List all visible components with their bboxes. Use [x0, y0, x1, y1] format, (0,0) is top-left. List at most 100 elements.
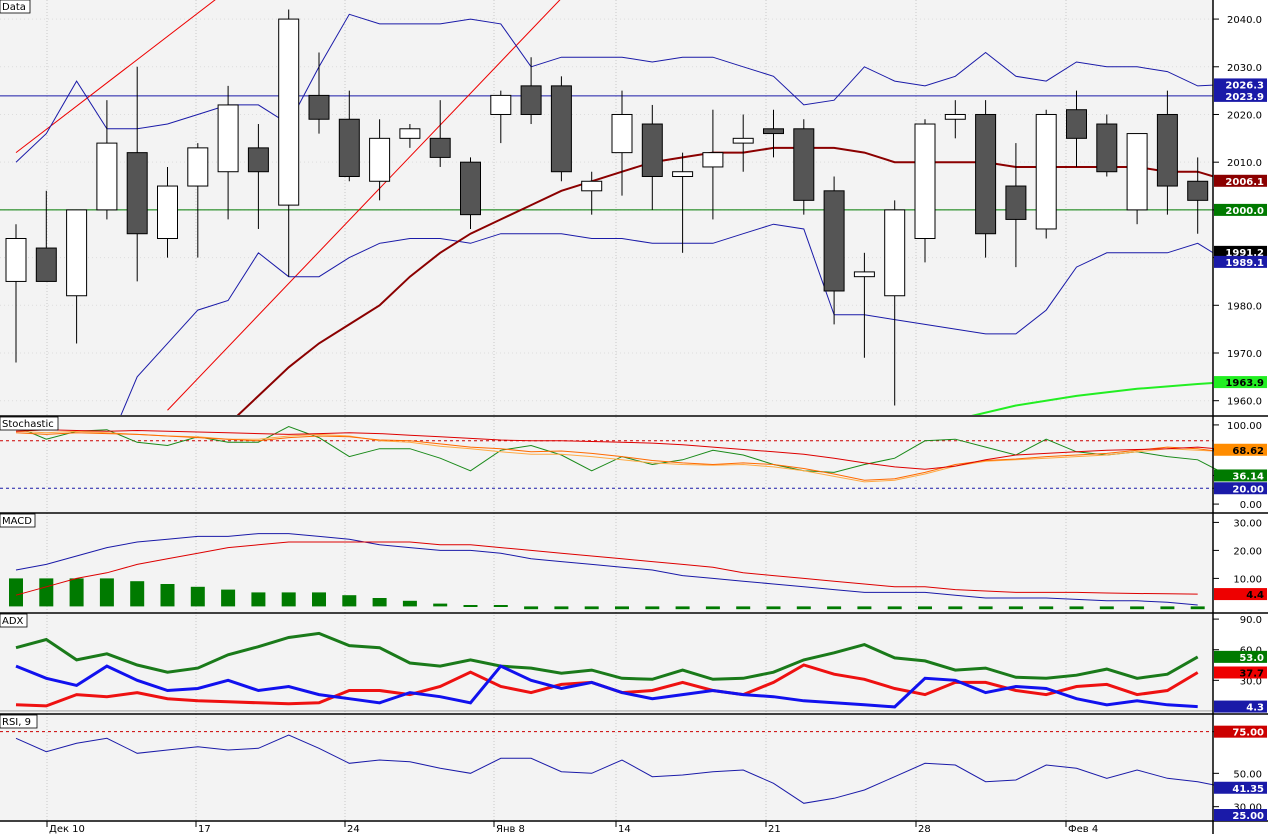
price-panel-bg[interactable]	[0, 0, 1213, 415]
panel-title-adx: ADX	[2, 616, 24, 627]
candle	[490, 90, 512, 144]
macd-panel-bg[interactable]	[0, 514, 1213, 612]
candle	[217, 85, 239, 220]
axis-tick-label: 50.00	[1233, 769, 1262, 780]
candle-body	[460, 161, 481, 216]
candle-body	[793, 128, 815, 201]
value-marker-label: 37.7	[1239, 668, 1264, 679]
value-marker: 1963.9	[1214, 376, 1267, 389]
macd-histogram-bar	[584, 606, 599, 610]
candle	[1156, 90, 1178, 215]
candle	[975, 100, 997, 258]
value-marker-label: 1963.9	[1225, 378, 1264, 389]
time-tick-label: 17	[198, 824, 211, 834]
candle	[793, 119, 815, 215]
candle-body	[914, 123, 936, 240]
candle-body	[278, 18, 300, 206]
stochastic-panel-bg[interactable]	[0, 417, 1213, 512]
macd-histogram-bar	[1160, 606, 1175, 610]
macd-histogram-bar	[130, 581, 145, 607]
macd-histogram-bar	[312, 592, 326, 607]
candle-body	[823, 190, 845, 292]
macd-histogram-bar	[1039, 606, 1054, 610]
panel-titles: Data Stochastic MACD ADX RSI, 9	[0, 0, 59, 729]
value-marker-box	[1214, 89, 1267, 102]
value-marker-box	[1214, 203, 1267, 216]
candle	[157, 166, 178, 258]
time-tick-label: 21	[768, 824, 781, 834]
value-marker-box	[1214, 482, 1267, 495]
candle	[520, 57, 542, 125]
macd-histogram-bar	[99, 578, 114, 607]
value-marker-label: 68.62	[1232, 446, 1264, 457]
value-marker: 37.7	[1214, 666, 1267, 679]
macd-histogram-bar	[493, 605, 508, 607]
macd-histogram-bar	[190, 586, 205, 607]
axis-tick-label: 2030.0	[1227, 63, 1262, 74]
candle-body	[1096, 123, 1118, 173]
candle-body	[399, 128, 421, 139]
axis-tick-label: 2020.0	[1227, 110, 1262, 121]
value-marker: 20.00	[1214, 482, 1267, 495]
macd-histogram-bar	[675, 606, 690, 610]
value-marker-box	[1214, 809, 1267, 821]
macd-histogram-bar	[342, 595, 357, 607]
candle-body	[96, 142, 118, 211]
macd-histogram-bar	[69, 578, 84, 607]
candle-body	[581, 180, 603, 192]
candle	[702, 109, 724, 220]
macd-histogram-bar	[9, 578, 23, 607]
value-marker: 2026.3	[1214, 78, 1267, 91]
value-marker: 53.0	[1214, 650, 1267, 664]
value-marker-label: 2006.1	[1225, 177, 1264, 188]
macd-histogram-bar	[281, 592, 296, 607]
candle-body	[611, 113, 633, 154]
value-marker: 1989.1	[1214, 255, 1267, 269]
candle	[1005, 143, 1027, 268]
time-tick-label: 14	[618, 824, 631, 834]
value-axes: 2040.02030.02020.02010.02000.01990.01980…	[1213, 15, 1262, 814]
price-series	[0, 0, 1213, 415]
value-marker-box	[1214, 700, 1267, 713]
panel-title-data: Data	[2, 2, 26, 13]
macd-histogram-bar	[1190, 606, 1205, 610]
macd-histogram-bar	[827, 606, 842, 610]
macd-histogram-bar	[221, 589, 236, 607]
axis-tick-label: 100.00	[1227, 421, 1262, 432]
macd-histogram-bar	[978, 606, 993, 610]
axis-tick-label: 20.00	[1233, 546, 1262, 557]
value-marker-box	[1214, 78, 1267, 91]
candle-body	[1126, 133, 1148, 211]
candle	[1066, 90, 1087, 167]
value-marker-label: 4.3	[1246, 703, 1264, 714]
candle	[944, 100, 966, 139]
candle-body	[1035, 113, 1057, 230]
time-tick-label: Дек 10	[49, 824, 85, 834]
value-marker-label: 2026.3	[1225, 80, 1264, 91]
time-tick-label: 24	[347, 824, 360, 834]
long-ma-line	[971, 382, 1213, 415]
candle	[823, 176, 845, 325]
time-tick-label: Фев 4	[1068, 824, 1098, 834]
value-marker: 4.3	[1214, 700, 1267, 714]
candle-body	[66, 209, 88, 297]
axis-tick-label: 30.00	[1233, 803, 1262, 814]
candle	[126, 66, 148, 282]
value-marker-box	[1214, 376, 1267, 389]
candle-body	[187, 147, 209, 187]
stoch-d-line	[15, 432, 1229, 481]
macd-histogram-bar	[251, 592, 266, 607]
value-marker: 2023.9	[1214, 89, 1267, 103]
adx-line	[15, 631, 1199, 681]
candle-body	[702, 152, 724, 168]
candle	[641, 104, 663, 210]
value-marker-box	[1214, 469, 1267, 482]
adx-panel-bg[interactable]	[0, 614, 1213, 713]
value-marker: 75.00	[1214, 725, 1267, 739]
rsi-panel-bg[interactable]	[0, 715, 1213, 820]
stochastic-series	[0, 425, 1229, 489]
value-marker: 36.14	[1214, 469, 1267, 482]
macd-histogram-bar	[918, 606, 932, 610]
macd-histogram-bar	[463, 605, 478, 607]
